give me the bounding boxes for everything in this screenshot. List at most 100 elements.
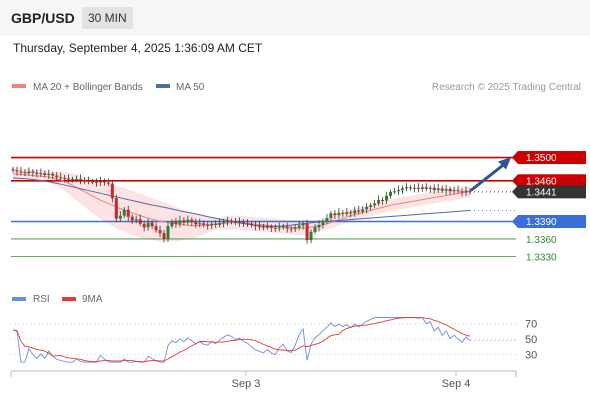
candle <box>150 220 154 230</box>
candle <box>134 215 138 224</box>
candle <box>400 185 404 194</box>
candle-body <box>353 210 357 214</box>
candle <box>345 208 349 217</box>
candle <box>464 186 468 196</box>
candle <box>377 195 381 206</box>
candle <box>166 222 170 242</box>
candle-body <box>321 221 325 225</box>
candle <box>333 209 337 220</box>
candle-body <box>460 191 464 193</box>
candle <box>381 197 385 205</box>
candle-body <box>94 181 98 183</box>
candle-body <box>389 191 393 196</box>
candle-body <box>257 226 261 228</box>
candle-body <box>238 222 242 224</box>
candle-body <box>55 175 59 178</box>
candle <box>241 219 245 227</box>
candle-body <box>234 221 238 223</box>
candle <box>162 230 166 243</box>
candle-body <box>51 173 55 176</box>
candle-body <box>333 213 337 216</box>
candle-body <box>452 190 456 192</box>
candle <box>349 209 353 218</box>
candle-body <box>214 223 218 225</box>
candle <box>90 179 94 185</box>
candle <box>106 178 110 187</box>
candle <box>142 220 146 232</box>
candle <box>305 219 309 244</box>
timeframe-button[interactable]: 30 MIN <box>82 7 133 29</box>
candle-body <box>138 219 142 224</box>
candle <box>222 219 226 228</box>
candle-body <box>377 199 381 204</box>
rsi-panel: 70 50 30 <box>11 316 537 363</box>
candle-body <box>210 223 214 226</box>
candle-body <box>293 227 297 230</box>
candle-body <box>39 173 43 175</box>
candle <box>277 222 281 232</box>
candle-body <box>130 216 134 221</box>
candle <box>83 177 87 185</box>
candle <box>329 211 333 221</box>
candle <box>146 218 150 231</box>
candle <box>249 221 253 228</box>
forecast-arrow-head <box>498 157 511 170</box>
candle <box>71 176 75 183</box>
candle-body <box>428 187 432 189</box>
candle <box>102 178 106 186</box>
candle-body <box>83 180 87 182</box>
candle-body <box>373 203 377 206</box>
candle <box>440 185 444 193</box>
candle-body <box>273 227 277 229</box>
level-tag-1.3500 <box>518 151 586 165</box>
candle <box>218 218 222 228</box>
candle-body <box>456 190 460 192</box>
candle <box>369 202 373 211</box>
rsi-legend-label: RSI <box>33 294 50 305</box>
candle-body <box>325 218 329 222</box>
candle-body <box>158 230 162 234</box>
candle <box>47 169 51 180</box>
level-tag-pointer-1.3500 <box>512 151 518 165</box>
candle <box>468 188 472 195</box>
candle <box>285 222 289 233</box>
candle-body <box>436 188 440 191</box>
bollinger-band <box>13 168 470 242</box>
rsi-ma-legend-swatch <box>62 297 76 301</box>
level-tag-pointer-1.3390 <box>512 214 518 228</box>
candle <box>126 205 130 221</box>
candle <box>325 213 329 225</box>
candle-body <box>440 188 444 191</box>
candle-body <box>43 173 47 175</box>
level-label-1.3360: 1.3360 <box>526 235 557 246</box>
candle-body <box>416 187 420 189</box>
candle <box>31 169 35 177</box>
rsi-tick-label-50: 50 <box>525 334 537 346</box>
candle <box>118 211 122 222</box>
candle-body <box>420 187 424 189</box>
candle-body <box>198 223 202 225</box>
rsi-tick-label-30: 30 <box>525 349 537 361</box>
candle-body <box>285 226 289 229</box>
candle-body <box>468 190 472 192</box>
candle <box>114 194 118 223</box>
candle-body <box>305 223 309 241</box>
x-tick-label-sep3: Sep 3 <box>232 378 261 390</box>
candle-body <box>190 219 194 223</box>
candle <box>253 221 257 231</box>
candle-body <box>269 226 273 228</box>
candle-body <box>337 212 341 216</box>
candle <box>194 218 198 228</box>
candle <box>55 172 59 181</box>
candle-body <box>110 183 114 199</box>
candle-body <box>448 188 452 192</box>
candle-body <box>206 224 210 226</box>
candle-body <box>432 187 436 191</box>
candle-body <box>15 170 19 172</box>
candle <box>361 206 365 214</box>
candle-body <box>35 172 39 174</box>
candle-body <box>249 223 253 225</box>
candle-body <box>365 206 369 210</box>
candle <box>396 185 400 196</box>
